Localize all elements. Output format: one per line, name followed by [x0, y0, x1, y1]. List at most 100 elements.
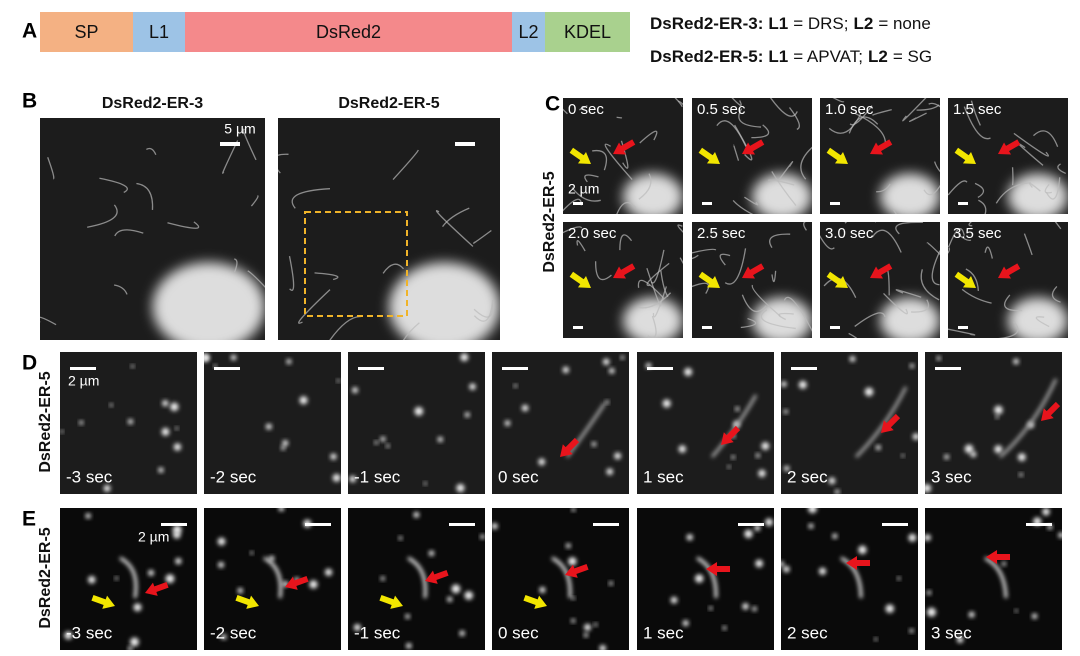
image-content: [828, 98, 940, 214]
puncta: [708, 606, 713, 610]
er-tubule: [616, 116, 623, 119]
puncta: [405, 614, 410, 619]
puncta: [968, 611, 975, 618]
puncta: [970, 451, 977, 458]
puncta: [230, 354, 237, 361]
er-tubule: [616, 201, 637, 214]
er-tubule: [1013, 132, 1050, 157]
puncta: [731, 455, 735, 460]
construct-segment: [133, 12, 185, 52]
image-content: [925, 356, 1035, 493]
er-tubule: [978, 199, 987, 214]
image-content: [692, 222, 812, 338]
image-background: [781, 508, 918, 650]
scale-bar: [647, 367, 673, 370]
arrow: [560, 437, 580, 457]
construct-segment: [185, 12, 512, 52]
er-tubule: [647, 315, 657, 338]
image-background: [204, 352, 341, 494]
image-content: [492, 508, 613, 650]
puncta: [755, 453, 760, 458]
scale-bar: [958, 326, 968, 329]
image-content: [504, 355, 625, 476]
er-tubule: [840, 556, 863, 599]
arrow: [870, 139, 893, 155]
er-tubule: [47, 156, 55, 180]
er-tubule: [677, 100, 683, 106]
puncta: [513, 384, 518, 388]
segment-label: L1: [149, 22, 169, 42]
image-content: [204, 354, 341, 482]
er-tubule: [87, 204, 118, 228]
puncta: [428, 550, 435, 557]
er-tubule: [920, 269, 940, 301]
panel-label: A: [22, 20, 37, 43]
cell-glow: [623, 173, 683, 214]
puncta: [591, 441, 597, 447]
arrow: [91, 594, 115, 609]
arrow: [698, 271, 720, 288]
er-tubule: [933, 161, 940, 173]
er-tubule: [895, 222, 923, 235]
puncta: [349, 475, 357, 483]
scale-bar: [791, 367, 817, 370]
er-tubule: [288, 255, 295, 291]
scale-bar: [502, 367, 528, 370]
puncta: [1031, 613, 1038, 619]
puncta: [538, 458, 546, 466]
puncta: [783, 465, 790, 472]
er-tubule: [619, 234, 633, 251]
segment-label: DsRed2: [316, 22, 381, 42]
er-tubule: [771, 171, 797, 206]
time-label: 3 sec: [931, 623, 972, 642]
puncta: [469, 383, 476, 390]
er-tubule: [1023, 233, 1033, 256]
puncta: [162, 400, 169, 407]
er-tubule: [1033, 130, 1059, 147]
puncta: [614, 452, 622, 460]
puncta: [684, 367, 693, 377]
puncta: [413, 511, 420, 518]
scale-bar: [1026, 523, 1052, 526]
er-tubule: [222, 140, 239, 174]
puncta: [994, 405, 1003, 415]
micrograph: [60, 352, 197, 494]
puncta: [1014, 609, 1018, 613]
image-background: [925, 352, 1062, 494]
time-label: 2 sec: [787, 467, 828, 486]
scale-label: 2 µm: [68, 373, 99, 389]
er-tubule: [769, 233, 791, 249]
er-tubule: [771, 270, 777, 283]
time-label: 3.0 sec: [825, 225, 874, 242]
puncta: [783, 565, 790, 573]
er-tubule: [442, 207, 470, 228]
er-tubule: [1035, 316, 1050, 328]
er-tubule: [692, 248, 717, 254]
time-label: 1.0 sec: [825, 101, 874, 118]
puncta: [127, 418, 134, 425]
time-label: 3 sec: [931, 467, 972, 486]
puncta: [1042, 508, 1050, 516]
image-background: [925, 508, 1062, 650]
er-tubule: [298, 289, 331, 324]
scale-bar: [449, 523, 475, 526]
puncta: [131, 364, 135, 368]
image-content: [278, 149, 500, 340]
puncta: [662, 399, 671, 408]
puncta: [593, 622, 598, 627]
puncta: [808, 508, 817, 514]
er-tubule: [926, 242, 940, 256]
er-tubule: [916, 104, 940, 111]
puncta: [944, 454, 950, 460]
row-label: DsRed2-ER-5: [37, 371, 54, 472]
image-title: DsRed2-ER-5: [338, 95, 439, 112]
time-label: -2 sec: [210, 623, 257, 642]
er-tubule: [997, 321, 1019, 338]
arrow: [285, 575, 309, 590]
puncta: [79, 420, 84, 425]
er-tubule: [99, 177, 128, 194]
er-tubule: [948, 228, 965, 248]
cell-glow: [1008, 297, 1068, 338]
er-tubule: [646, 268, 662, 307]
puncta: [927, 607, 937, 617]
